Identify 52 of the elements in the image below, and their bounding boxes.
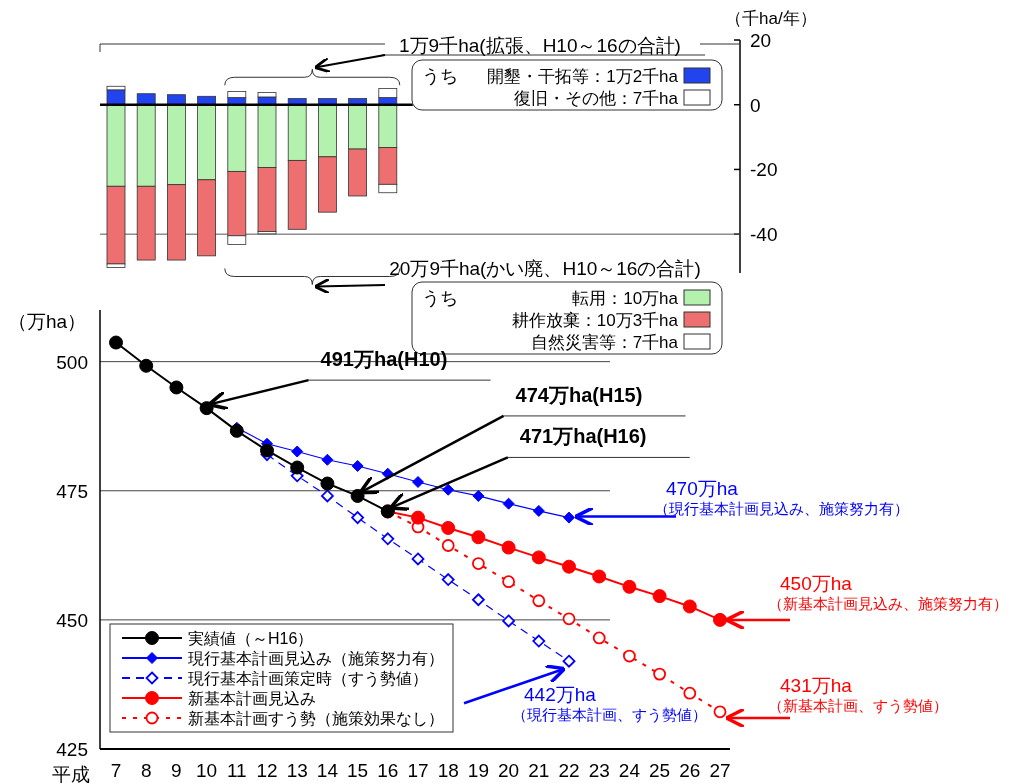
legend-label: 耕作放棄：10万3千ha [511, 311, 679, 330]
y-tick-label: -40 [750, 224, 778, 246]
x-tick-label: 22 [558, 760, 580, 781]
annotation: 20万9千ha(かい廃、H10～16の合計) [389, 258, 701, 279]
legend-label: 開墾・干拓等：1万2千ha [487, 67, 679, 86]
x-tick-label: 26 [679, 760, 701, 781]
annotation: 442万ha （現行基本計画、すう勢値） [512, 684, 707, 724]
x-axis-title: 平成 [52, 764, 90, 783]
legend-label: 実績値（～H16） [188, 630, 314, 647]
y-tick-label: -20 [750, 159, 778, 181]
y-axis-title: （千ha/年） [725, 9, 817, 28]
x-tick-label: 7 [110, 760, 122, 781]
x-tick-label: 20 [498, 760, 520, 781]
legend-title: うち [422, 66, 458, 86]
x-tick-label: 15 [347, 760, 369, 781]
x-tick-label: 24 [618, 760, 641, 781]
text: うち [422, 288, 458, 308]
annotation: 470万ha （現行基本計画見込み、施策努力有） [654, 477, 909, 517]
x-tick-label: 12 [256, 760, 278, 781]
x-tick-label: 23 [588, 760, 610, 781]
x-tick-label: 14 [316, 760, 339, 781]
legend-label: 自然災害等：7千ha [530, 333, 679, 352]
x-tick-label: 19 [467, 760, 489, 781]
annotation: 471万ha(H16) [519, 425, 647, 448]
legend-label: 転用：10万ha [572, 289, 679, 308]
x-tick-label: 16 [377, 760, 399, 781]
annotation: 431万ha （新基本計画、すう勢値） [768, 675, 948, 715]
legend-label: 現行基本計画策定時（すう勢値） [188, 670, 428, 688]
y-tick-label: 20 [750, 30, 772, 51]
x-tick-label: 9 [171, 760, 182, 781]
y-tick-label: 450 [56, 609, 88, 631]
legend-label: 現行基本計画見込み（施策努力有） [188, 650, 444, 667]
y-tick-label: 500 [56, 351, 88, 373]
annotation: 474万ha(H15) [515, 383, 643, 406]
x-tick-label: 17 [407, 760, 429, 781]
y-tick-label: 425 [56, 739, 88, 760]
x-tick-label: 18 [437, 760, 459, 781]
x-tick-label: 27 [709, 760, 731, 781]
x-tick-label: 10 [196, 760, 218, 781]
y-tick-label: 475 [56, 480, 88, 502]
legend-label: 新基本計画すう勢（施策効果なし） [188, 710, 444, 728]
annotation: 450万ha （新基本計画見込み、施策努力有） [768, 572, 1008, 612]
y-axis-title: （万ha） [8, 311, 87, 332]
x-tick-label: 25 [649, 760, 671, 781]
x-tick-label: 13 [286, 760, 308, 781]
y-tick-label: 0 [750, 94, 761, 116]
x-tick-label: 21 [528, 760, 550, 781]
x-tick-label: 8 [140, 760, 152, 781]
legend-label: 復旧・その他：7千ha [513, 89, 679, 108]
annotation: 1万9千ha(拡張、H10～16の合計) [399, 35, 681, 56]
x-tick-label: 11 [226, 760, 247, 781]
legend-label: 新基本計画見込み [188, 690, 316, 707]
